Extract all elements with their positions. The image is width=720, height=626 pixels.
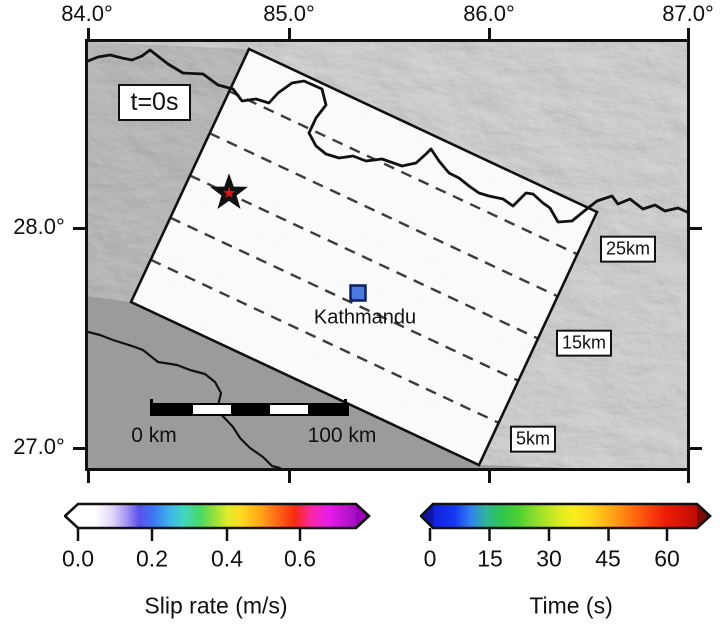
slip-tick-0.4: 0.4 xyxy=(211,545,243,572)
epicenter-star-icon xyxy=(210,173,248,209)
river-line-south xyxy=(88,330,282,468)
axis-tick xyxy=(488,471,491,483)
contour-10km xyxy=(169,216,519,382)
axis-tick xyxy=(288,28,291,40)
map-panel: t=0s Kathmandu 25km 15km 5km 0 km 100 km xyxy=(85,39,690,471)
scale-segment xyxy=(308,405,347,414)
time-tick-15: 15 xyxy=(477,545,503,572)
scale-segment xyxy=(231,405,270,414)
axis-tick xyxy=(690,227,702,230)
depth-label-5km: 5km xyxy=(509,425,557,453)
city-label: Kathmandu xyxy=(313,306,417,329)
map-canvas xyxy=(88,42,687,468)
time-tick-0: 0 xyxy=(423,545,437,572)
slip-colorbar-outline xyxy=(64,502,371,530)
contour-25km xyxy=(228,90,578,256)
time-colorbar-ticks xyxy=(428,528,669,541)
time-gradient-bar xyxy=(433,504,697,528)
scale-bar-end-label: 100 km xyxy=(307,424,377,447)
time-tick-45: 45 xyxy=(595,545,621,572)
axis-label-lat-27: 27.0° xyxy=(13,434,65,459)
axis-tick xyxy=(288,471,291,483)
scale-segment xyxy=(154,405,193,414)
axis-tick xyxy=(73,227,85,230)
depth-label-25km: 25km xyxy=(599,235,657,263)
time-stamp-label: t=0s xyxy=(130,88,179,116)
axis-label-lat-28: 28.0° xyxy=(13,214,65,239)
slip-tick-0.6: 0.6 xyxy=(284,545,316,572)
slip-high-arrow xyxy=(356,504,369,528)
slip-rate-colorbar xyxy=(64,502,371,541)
axis-tick xyxy=(73,447,85,450)
scale-bar xyxy=(152,403,349,416)
axis-tick xyxy=(690,447,702,450)
fault-plane-outline xyxy=(129,47,599,467)
slip-tick-0.0: 0.0 xyxy=(62,545,94,572)
time-colorbar-title: Time (s) xyxy=(529,592,613,619)
axis-label-lon-87: 87.0° xyxy=(662,1,714,26)
scale-segment xyxy=(269,405,309,414)
time-colorbar xyxy=(420,502,712,541)
scale-bar-start-label: 0 km xyxy=(131,424,177,447)
slip-colorbar-title: Slip rate (m/s) xyxy=(144,592,288,619)
axis-label-lon-86: 86.0° xyxy=(463,1,515,26)
contour-15km xyxy=(189,174,539,340)
slip-colorbar-ticks xyxy=(76,528,302,541)
scale-bar-endcap xyxy=(344,399,347,416)
axis-tick xyxy=(488,28,491,40)
depth-label-15km: 15km xyxy=(555,329,613,357)
contour-20km xyxy=(209,132,559,298)
time-stamp-box: t=0s xyxy=(118,84,191,121)
axis-label-lon-85: 85.0° xyxy=(263,1,315,26)
axis-tick xyxy=(87,471,90,483)
axis-label-lon-84: 84.0° xyxy=(61,1,113,26)
slip-gradient-bar xyxy=(78,504,356,528)
time-colorbar-outline xyxy=(420,502,712,530)
time-high-arrow xyxy=(697,504,710,528)
axis-tick xyxy=(687,471,690,483)
border-line-north xyxy=(88,48,687,224)
axis-tick xyxy=(687,28,690,40)
scale-bar-endcap xyxy=(150,399,153,416)
time-tick-30: 30 xyxy=(536,545,562,572)
contour-5km xyxy=(150,258,500,424)
slip-low-arrow xyxy=(65,504,78,528)
city-marker-square xyxy=(349,284,367,302)
depth-contour-lines xyxy=(150,90,578,424)
time-low-arrow xyxy=(421,504,433,528)
scale-segment xyxy=(192,405,232,414)
time-tick-60: 60 xyxy=(654,545,680,572)
slip-tick-0.2: 0.2 xyxy=(136,545,168,572)
axis-tick xyxy=(87,28,90,40)
